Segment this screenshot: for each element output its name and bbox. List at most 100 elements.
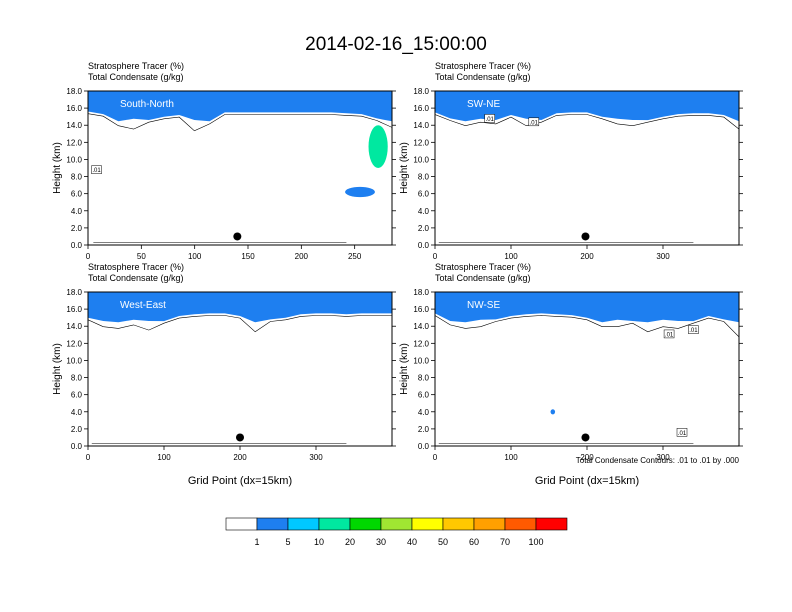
x-tick-label: 200 xyxy=(580,252,594,261)
y-tick-label: 8.0 xyxy=(418,374,430,383)
panel-title-line1: Stratosphere Tracer (%) xyxy=(88,262,184,272)
x-tick-label: 0 xyxy=(433,252,438,261)
colorbar-swatch-0 xyxy=(225,517,258,531)
y-tick-label: 14.0 xyxy=(66,322,82,331)
y-tick-label: 12.0 xyxy=(66,339,82,348)
x-tick-label: 0 xyxy=(86,252,91,261)
panel-title-line1: Stratosphere Tracer (%) xyxy=(435,262,531,272)
x-tick-label: 200 xyxy=(233,453,247,462)
colorbar-label-1: 5 xyxy=(285,537,290,547)
colorbar-swatch-4 xyxy=(349,517,382,531)
tracer-band-1 xyxy=(88,83,392,91)
x-tick-label: 200 xyxy=(295,252,309,261)
y-tick-label: 6.0 xyxy=(71,391,83,400)
panels: Stratosphere Tracer (%)Total Condensate … xyxy=(52,61,743,487)
colorbar-label-7: 60 xyxy=(469,537,479,547)
colorbar-label-5: 40 xyxy=(407,537,417,547)
condensate-contour xyxy=(88,315,392,333)
y-tick-label: 0.0 xyxy=(71,241,83,250)
contour-label-box-0 xyxy=(663,329,675,339)
y-axis-label: Height (km) xyxy=(52,343,63,395)
y-tick-label: 18.0 xyxy=(66,87,82,96)
panel-title-line2: Total Condensate (g/kg) xyxy=(435,72,531,82)
section-label: NW-SE xyxy=(467,300,500,311)
colorbar-label-3: 20 xyxy=(345,537,355,547)
contour-label-1: .01 xyxy=(530,120,539,126)
location-marker xyxy=(236,433,244,442)
colorbar-swatch-5 xyxy=(380,517,413,531)
x-tick-label: 200 xyxy=(580,453,594,462)
x-tick-label: 300 xyxy=(656,252,670,261)
x-tick-label: 300 xyxy=(309,453,323,462)
colorbar-label-0: 1 xyxy=(254,537,259,547)
y-tick-label: 8.0 xyxy=(418,173,430,182)
x-axis-label: Grid Point (dx=15km) xyxy=(535,475,639,487)
y-tick-label: 8.0 xyxy=(71,374,83,383)
panel-title-line2: Total Condensate (g/kg) xyxy=(88,273,184,283)
contour-label-2: .01 xyxy=(678,431,687,437)
y-tick-label: 14.0 xyxy=(413,121,429,130)
location-marker xyxy=(581,232,590,241)
panel-title-line2: Total Condensate (g/kg) xyxy=(435,273,531,283)
location-marker xyxy=(581,433,590,442)
x-tick-label: 50 xyxy=(137,252,146,261)
tracer-band-9 xyxy=(435,292,739,323)
y-tick-label: 12.0 xyxy=(66,138,82,147)
y-tick-label: 4.0 xyxy=(418,408,430,417)
colorbar-swatch-3 xyxy=(318,517,351,531)
contour-label-1: .01 xyxy=(689,328,698,334)
panel-title-line1: Stratosphere Tracer (%) xyxy=(88,61,184,71)
y-tick-label: 16.0 xyxy=(66,104,82,113)
colorbar-swatch-7 xyxy=(442,517,475,531)
y-tick-label: 4.0 xyxy=(71,408,83,417)
section-label: West-East xyxy=(120,300,166,311)
colorbar-label-4: 30 xyxy=(376,537,386,547)
plot-area xyxy=(88,289,392,446)
x-axis-label: Grid Point (dx=15km) xyxy=(188,475,292,487)
y-tick-label: 16.0 xyxy=(413,104,429,113)
y-tick-label: 0.0 xyxy=(71,442,83,451)
y-tick-label: 14.0 xyxy=(66,121,82,130)
y-tick-label: 16.0 xyxy=(413,305,429,314)
y-tick-label: 2.0 xyxy=(418,425,430,434)
colorbar-label-6: 50 xyxy=(438,537,448,547)
tracer-band-2 xyxy=(88,289,392,292)
colorbar: 1 5 10 20 30 40 50 60 70 100 xyxy=(225,517,568,547)
colorbar-swatch-9 xyxy=(504,517,537,531)
y-tick-label: 18.0 xyxy=(66,288,82,297)
plot-area: .01 xyxy=(88,83,392,245)
y-tick-label: 2.0 xyxy=(418,224,430,233)
x-tick-label: 100 xyxy=(504,453,518,462)
contour-label-0: .01 xyxy=(665,332,674,338)
tracer-band-2 xyxy=(435,289,739,292)
tracer-band-9 xyxy=(88,91,392,122)
figure-title: 2014-02-16_15:00:00 xyxy=(305,34,487,55)
plot-area: .01 .01 xyxy=(435,88,739,245)
plot-area: .01 .01 .01 xyxy=(435,289,739,446)
y-tick-label: 6.0 xyxy=(418,190,430,199)
colorbar-label-8: 70 xyxy=(500,537,510,547)
y-tick-label: 18.0 xyxy=(413,87,429,96)
tracer-band-9 xyxy=(88,292,392,323)
x-tick-label: 150 xyxy=(241,252,255,261)
panel-sw-ne: Stratosphere Tracer (%)Total Condensate … xyxy=(399,61,743,261)
y-tick-label: 6.0 xyxy=(418,391,430,400)
condensate-contour xyxy=(88,113,392,132)
tracer-band-2 xyxy=(88,88,392,91)
y-tick-label: 10.0 xyxy=(413,155,429,164)
colorbar-swatch-1 xyxy=(256,517,289,531)
contour-label-0: .01 xyxy=(92,168,101,174)
contour-label-box-1 xyxy=(528,117,540,127)
y-tick-label: 10.0 xyxy=(413,356,429,365)
y-tick-label: 16.0 xyxy=(66,305,82,314)
panel-west-east: Stratosphere Tracer (%)Total Condensate … xyxy=(52,262,396,487)
contour-label-box-2 xyxy=(676,428,688,437)
tracer-patch-1 xyxy=(368,125,388,168)
tracer-patch-0 xyxy=(345,186,375,198)
y-tick-label: 14.0 xyxy=(413,322,429,331)
tracer-band-2 xyxy=(435,88,739,91)
x-tick-label: 300 xyxy=(656,453,670,462)
y-tick-label: 10.0 xyxy=(66,155,82,164)
panel-title-line2: Total Condensate (g/kg) xyxy=(88,72,184,82)
